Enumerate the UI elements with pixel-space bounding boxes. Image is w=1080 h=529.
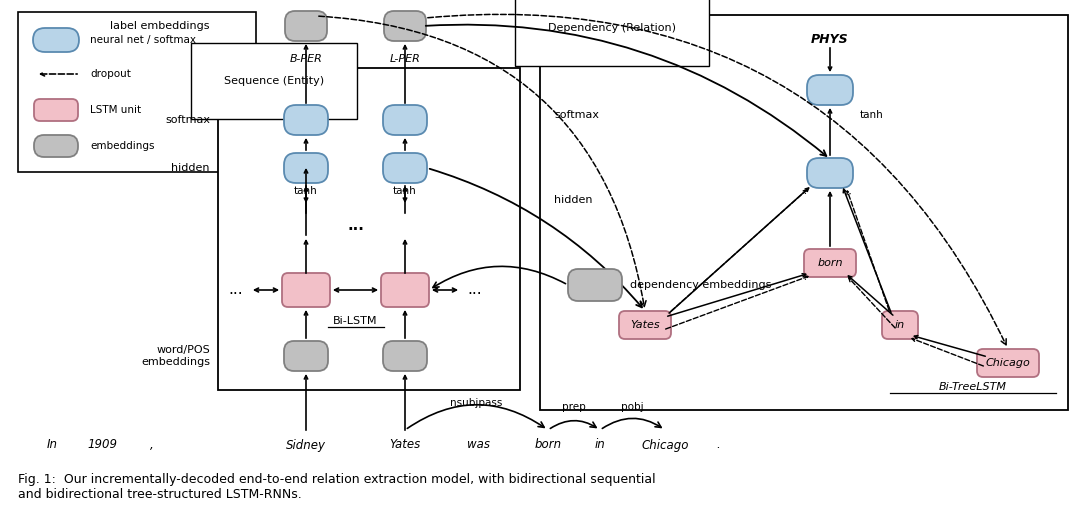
Text: born: born — [535, 439, 562, 451]
Text: label embeddings: label embeddings — [110, 21, 210, 31]
Text: ...: ... — [468, 282, 483, 297]
Text: L-PER: L-PER — [390, 54, 420, 64]
FancyBboxPatch shape — [977, 349, 1039, 377]
Text: embeddings: embeddings — [90, 141, 154, 151]
Text: Sidney: Sidney — [286, 439, 326, 451]
FancyBboxPatch shape — [383, 153, 427, 183]
Text: tanh: tanh — [294, 186, 318, 196]
Text: tanh: tanh — [393, 186, 417, 196]
Text: Bi-LSTM: Bi-LSTM — [334, 316, 378, 326]
Text: was: was — [467, 439, 489, 451]
Text: ...: ... — [347, 218, 364, 233]
Text: In: In — [46, 439, 57, 451]
Text: Dependency (Relation): Dependency (Relation) — [548, 23, 676, 33]
FancyBboxPatch shape — [218, 68, 519, 390]
Text: Chicago: Chicago — [986, 358, 1030, 368]
FancyBboxPatch shape — [33, 135, 78, 157]
FancyBboxPatch shape — [807, 158, 853, 188]
FancyBboxPatch shape — [383, 341, 427, 371]
FancyBboxPatch shape — [568, 269, 622, 301]
FancyBboxPatch shape — [282, 273, 330, 307]
FancyBboxPatch shape — [540, 15, 1068, 410]
FancyBboxPatch shape — [284, 341, 328, 371]
FancyBboxPatch shape — [383, 105, 427, 135]
FancyBboxPatch shape — [284, 153, 328, 183]
FancyBboxPatch shape — [33, 99, 78, 121]
FancyBboxPatch shape — [381, 273, 429, 307]
Text: dropout: dropout — [90, 69, 131, 79]
Text: hidden: hidden — [554, 195, 593, 205]
Text: neural net / softmax: neural net / softmax — [90, 35, 195, 45]
Text: prep: prep — [562, 402, 585, 412]
FancyBboxPatch shape — [285, 11, 327, 41]
FancyBboxPatch shape — [384, 11, 426, 41]
Text: in: in — [595, 439, 606, 451]
Text: Yates: Yates — [390, 439, 420, 451]
Text: born: born — [818, 258, 842, 268]
FancyBboxPatch shape — [882, 311, 918, 339]
Text: LSTM unit: LSTM unit — [90, 105, 141, 115]
FancyBboxPatch shape — [619, 311, 671, 339]
Text: pobj: pobj — [621, 402, 644, 412]
Text: 1909: 1909 — [87, 439, 117, 451]
Text: word/POS
embeddings: word/POS embeddings — [141, 345, 210, 367]
Text: softmax: softmax — [165, 115, 210, 125]
Text: Chicago: Chicago — [642, 439, 689, 451]
FancyBboxPatch shape — [807, 75, 853, 105]
Text: softmax: softmax — [554, 110, 599, 120]
Text: .: . — [716, 439, 720, 451]
FancyBboxPatch shape — [804, 249, 856, 277]
Text: B-PER: B-PER — [289, 54, 323, 64]
Text: hidden: hidden — [172, 163, 210, 173]
Text: Yates: Yates — [631, 320, 660, 330]
Text: tanh: tanh — [860, 110, 883, 120]
Text: ...: ... — [229, 282, 243, 297]
Text: Fig. 1:  Our incrementally-decoded end-to-end relation extraction model, with bi: Fig. 1: Our incrementally-decoded end-to… — [18, 473, 656, 501]
Text: Bi-TreeLSTM: Bi-TreeLSTM — [939, 382, 1007, 392]
FancyBboxPatch shape — [18, 12, 256, 172]
Text: nsubjpass: nsubjpass — [450, 398, 502, 408]
FancyBboxPatch shape — [284, 105, 328, 135]
Text: PHYS: PHYS — [811, 33, 849, 46]
Text: Sequence (Entity): Sequence (Entity) — [224, 76, 324, 86]
Text: in: in — [895, 320, 905, 330]
FancyBboxPatch shape — [33, 28, 79, 52]
Text: dependency embeddings: dependency embeddings — [630, 280, 771, 290]
Text: ,: , — [150, 439, 153, 451]
